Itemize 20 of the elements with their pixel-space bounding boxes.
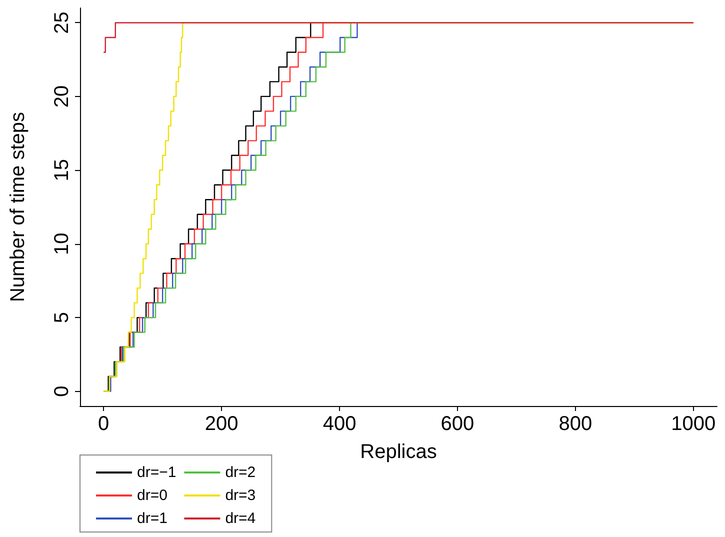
y-tick-label: 10 [51, 232, 73, 255]
x-axis-title: Replicas [360, 441, 437, 463]
x-tick-label: 200 [204, 413, 238, 435]
y-tick-label: 25 [51, 12, 73, 34]
y-tick-label: 0 [51, 386, 73, 397]
y-tick-label: 15 [51, 159, 73, 182]
x-tick-label: 0 [98, 413, 110, 435]
legend-label: dr=0 [137, 487, 168, 504]
x-tick-label: 1000 [671, 413, 716, 435]
x-tick-label: 600 [440, 413, 474, 435]
y-tick-label: 20 [51, 85, 73, 108]
x-tick-label: 400 [322, 413, 356, 435]
y-tick-label: 5 [51, 312, 73, 324]
x-tick-label: 800 [558, 413, 592, 435]
legend-label: dr=3 [225, 487, 256, 504]
y-axis-title: Number of time steps [7, 112, 29, 302]
legend-label: dr=2 [225, 464, 256, 481]
legend-label: dr=−1 [137, 464, 176, 481]
legend-label: dr=1 [137, 510, 168, 527]
legend-label: dr=4 [225, 510, 256, 527]
